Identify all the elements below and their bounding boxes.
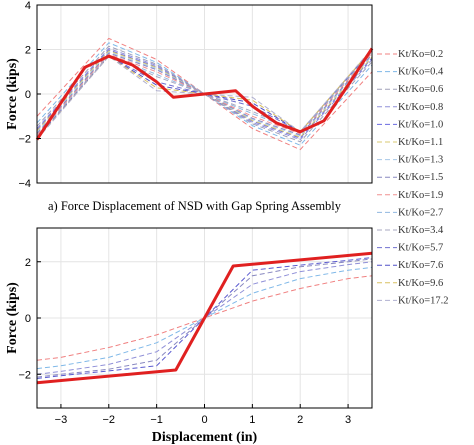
y-tick-label: 2 xyxy=(25,257,31,269)
y-tick-label: 0 xyxy=(25,313,31,325)
legend-label: Kt/Ko=1.5 xyxy=(398,172,443,183)
y-tick-label: −2 xyxy=(18,134,31,146)
x-tick-label: 3 xyxy=(345,414,351,426)
x-tick-label: 1 xyxy=(249,414,255,426)
legend-item: Kt/Ko=0.4 xyxy=(377,67,444,78)
legend-item: Kt/Ko=0.2 xyxy=(377,49,443,60)
panel-b-chart: −2 0 2 −3 −2 −1 0 1 2 3 Force (kips) Displacement (… xyxy=(5,227,373,445)
legend-label: Kt/Ko=2.7 xyxy=(398,207,443,218)
y-tick-label: −2 xyxy=(18,369,31,381)
y-tick-label: 4 xyxy=(25,0,31,12)
legend-item: Kt/Ko=17.2 xyxy=(377,295,449,306)
series-line-kt-ko-0.8 xyxy=(36,47,373,141)
legend-label: Kt/Ko=0.2 xyxy=(398,49,443,60)
legend-label: Kt/Ko=0.6 xyxy=(398,84,443,95)
legend-item: Kt/Ko=0.8 xyxy=(377,102,443,113)
series-line-kt-ko-1.0 xyxy=(36,49,373,139)
legend-item: Kt/Ko=1.9 xyxy=(377,190,443,201)
x-tick-label: 2 xyxy=(297,414,303,426)
y-tick-label: 2 xyxy=(25,45,31,57)
legend-label: Kt/Ko=9.6 xyxy=(398,278,443,289)
legend-label: Kt/Ko=0.8 xyxy=(398,102,443,113)
series-line-kt-ko-0.6 xyxy=(36,45,373,143)
legend-item: Kt/Ko=1.5 xyxy=(377,172,443,183)
legend-item: Kt/Ko=0.6 xyxy=(377,84,443,95)
x-tick-label: −2 xyxy=(103,414,116,426)
legend-item: Kt/Ko=2.7 xyxy=(377,207,443,218)
y-axis-label: Force (kips) xyxy=(5,58,20,130)
legend-label: Kt/Ko=1.9 xyxy=(398,190,443,201)
series-line-bold xyxy=(35,47,374,141)
legend-label: Kt/Ko=5.7 xyxy=(398,243,443,254)
legend-item: Kt/Ko=7.6 xyxy=(377,260,443,271)
y-axis-label: Force (kips) xyxy=(5,282,20,354)
x-tick-label: −3 xyxy=(55,414,68,426)
x-tick-label: 0 xyxy=(201,414,207,426)
x-tick-label: −1 xyxy=(150,414,163,426)
legend-item: Kt/Ko=5.7 xyxy=(377,243,443,254)
legend-label: Kt/Ko=7.6 xyxy=(398,260,443,271)
legend-item: Kt/Ko=1.3 xyxy=(377,155,443,166)
series-line-bold xyxy=(36,251,373,385)
series-line-kt-ko-0.2 xyxy=(36,275,373,361)
y-tick-label: 0 xyxy=(25,89,31,101)
panel-a-chart: −4 −2 0 2 4 Force (kips) xyxy=(5,0,374,190)
legend-label: Kt/Ko=1.1 xyxy=(398,137,443,148)
legend-label: Kt/Ko=0.4 xyxy=(398,67,444,78)
figure-caption: a) Force Displacement of NSD with Gap Sp… xyxy=(48,199,342,213)
y-tick-label: −4 xyxy=(18,178,31,190)
legend-label: Kt/Ko=3.4 xyxy=(398,225,444,236)
legend-item: Kt/Ko=3.4 xyxy=(377,225,444,236)
legend-label: Kt/Ko=17.2 xyxy=(398,295,449,306)
legend-item: Kt/Ko=9.6 xyxy=(377,278,443,289)
x-axis-label: Displacement (in) xyxy=(152,430,258,445)
legend: Kt/Ko=0.2 Kt/Ko=0.4 Kt/Ko=0.6 Kt/Ko=0.8 Kt/K… xyxy=(377,49,449,306)
legend-item: Kt/Ko=1.1 xyxy=(377,137,443,148)
legend-label: Kt/Ko=1.0 xyxy=(398,119,443,130)
legend-label: Kt/Ko=1.3 xyxy=(398,155,443,166)
legend-item: Kt/Ko=1.0 xyxy=(377,119,443,130)
